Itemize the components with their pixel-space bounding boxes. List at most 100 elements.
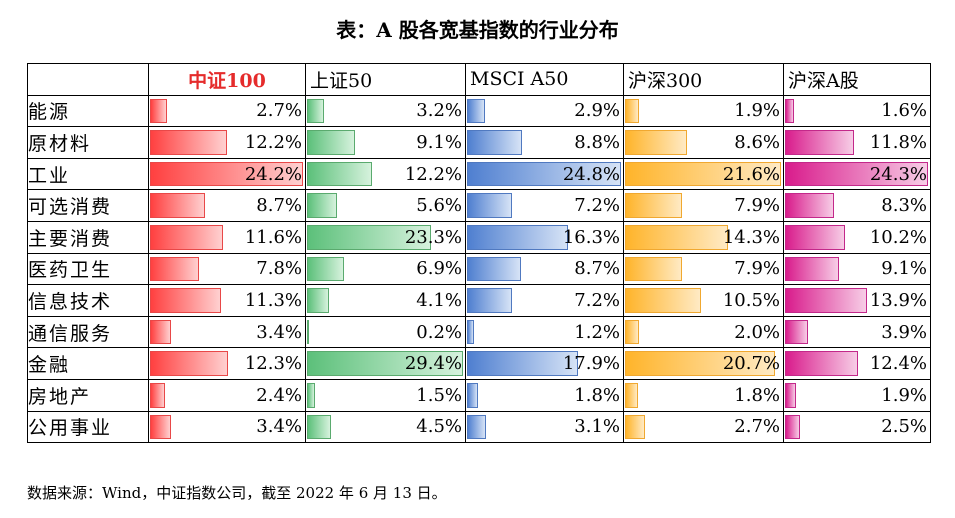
data-bar — [625, 130, 688, 155]
data-value: 8.3% — [881, 195, 927, 217]
data-value: 9.1% — [881, 258, 927, 280]
data-cell: 7.9% — [623, 252, 784, 286]
data-cell: 2.4% — [148, 378, 306, 412]
data-value: 8.7% — [256, 195, 302, 217]
source-note: 数据来源：Wind，中证指数公司，截至 2022 年 6 月 13 日。 — [27, 484, 447, 502]
data-bar — [467, 319, 475, 345]
row-label: 能源 — [27, 94, 149, 128]
data-value: 12.4% — [869, 353, 927, 375]
data-cell: 6.9% — [305, 252, 466, 286]
data-bar — [467, 414, 487, 440]
table-row: 通信服务 3.4% 0.2% 1.2% 2.0% 3.9% — [27, 315, 931, 349]
data-value: 3.4% — [256, 416, 302, 438]
chart-title: 表：A 股各宽基指数的行业分布 — [336, 18, 619, 42]
data-value: 7.2% — [574, 289, 620, 311]
row-label: 可选消费 — [27, 189, 149, 222]
data-value: 13.9% — [869, 289, 927, 311]
data-cell: 1.2% — [465, 315, 624, 349]
data-value: 2.4% — [256, 384, 302, 406]
data-bar — [625, 382, 638, 408]
data-bar — [467, 224, 569, 250]
data-bar — [785, 98, 795, 124]
data-cell: 2.7% — [623, 410, 784, 444]
data-value: 2.0% — [734, 321, 780, 343]
table-body: 能源 2.7% 3.2% 2.9% 1.9% 1.6% 原材料 12.2% 9.1% 8.8% 8.… — [27, 94, 931, 444]
data-value: 17.9% — [562, 353, 620, 375]
data-cell: 8.7% — [465, 252, 624, 286]
data-cell: 2.5% — [783, 410, 931, 444]
column-header-csi100: 中证100 — [148, 63, 306, 96]
industry-distribution-table: 中证100 上证50 MSCI A50 沪深300 沪深A股 能源 2.7% 3.2… — [27, 63, 931, 444]
data-value: 1.9% — [881, 384, 927, 406]
data-cell: 1.8% — [623, 378, 784, 412]
data-value: 7.9% — [734, 195, 780, 217]
table-row: 房地产 2.4% 1.5% 1.8% 1.8% 1.9% — [27, 378, 931, 412]
data-bar — [467, 130, 522, 155]
data-bar — [625, 193, 683, 218]
data-cell: 9.1% — [305, 126, 466, 159]
data-bar — [307, 98, 324, 124]
data-value: 2.9% — [574, 100, 620, 122]
data-cell: 8.3% — [783, 189, 931, 222]
data-bar — [785, 382, 797, 408]
data-bar — [150, 414, 172, 440]
data-value: 8.6% — [734, 131, 780, 153]
data-cell: 1.6% — [783, 94, 931, 128]
data-value: 14.3% — [722, 226, 780, 248]
row-label: 房地产 — [27, 378, 149, 412]
data-cell: 1.9% — [783, 378, 931, 412]
data-bar — [625, 319, 640, 345]
data-bar — [307, 382, 315, 408]
data-cell: 11.6% — [148, 220, 306, 254]
data-cell: 1.9% — [623, 94, 784, 128]
data-cell: 16.3% — [465, 220, 624, 254]
row-label: 医药卫生 — [27, 252, 149, 286]
data-cell: 3.1% — [465, 410, 624, 444]
row-label: 工业 — [27, 157, 149, 191]
data-bar — [150, 224, 224, 250]
data-bar — [307, 319, 309, 345]
table-row: 工业 24.2% 12.2% 24.8% 21.6% 24.3% — [27, 157, 931, 191]
data-bar — [785, 224, 846, 250]
table-row: 能源 2.7% 3.2% 2.9% 1.9% 1.6% — [27, 94, 931, 128]
data-bar — [625, 98, 639, 124]
data-cell: 10.5% — [623, 284, 784, 317]
data-bar — [625, 256, 683, 282]
column-header-msci-a50: MSCI A50 — [465, 63, 624, 96]
data-value: 8.7% — [574, 258, 620, 280]
data-value: 12.3% — [244, 353, 302, 375]
data-value: 11.6% — [244, 226, 302, 248]
data-bar — [307, 161, 372, 187]
data-cell: 11.3% — [148, 284, 306, 317]
data-cell: 4.5% — [305, 410, 466, 444]
data-cell: 3.2% — [305, 94, 466, 128]
data-value: 1.9% — [734, 100, 780, 122]
data-cell: 21.6% — [623, 157, 784, 191]
data-value: 3.2% — [416, 100, 462, 122]
data-value: 11.3% — [244, 289, 302, 311]
table-row: 可选消费 8.7% 5.6% 7.2% 7.9% 8.3% — [27, 189, 931, 222]
table-row: 医药卫生 7.8% 6.9% 8.7% 7.9% 9.1% — [27, 252, 931, 286]
data-value: 6.9% — [416, 258, 462, 280]
data-cell: 8.6% — [623, 126, 784, 159]
data-value: 9.1% — [416, 131, 462, 153]
data-value: 24.3% — [869, 163, 927, 185]
data-value: 24.2% — [244, 163, 302, 185]
data-cell: 14.3% — [623, 220, 784, 254]
row-label: 信息技术 — [27, 284, 149, 317]
data-cell: 4.1% — [305, 284, 466, 317]
data-bar — [150, 351, 228, 376]
data-cell: 13.9% — [783, 284, 931, 317]
data-bar — [150, 98, 168, 124]
data-bar — [785, 414, 800, 440]
data-cell: 3.4% — [148, 410, 306, 444]
data-value: 3.9% — [881, 321, 927, 343]
table-row: 主要消费 11.6% 23.3% 16.3% 14.3% 10.2% — [27, 220, 931, 254]
row-label: 公用事业 — [27, 410, 149, 444]
data-value: 20.7% — [722, 353, 780, 375]
data-bar — [150, 161, 303, 187]
data-value: 3.4% — [256, 321, 302, 343]
data-value: 1.5% — [416, 384, 462, 406]
data-cell: 2.9% — [465, 94, 624, 128]
column-header-csi300: 沪深300 — [623, 63, 784, 96]
